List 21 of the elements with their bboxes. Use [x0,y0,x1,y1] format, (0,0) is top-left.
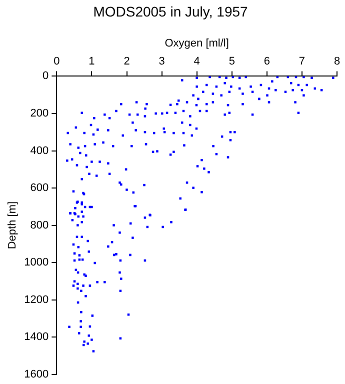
y-tick-label: 200 [30,108,49,120]
y-tick-label: 0 [42,70,49,82]
y-tick-label: 1000 [24,256,49,269]
x-axis-title: Oxygen [ml/l] [164,37,229,50]
x-tick-label: 4 [194,56,200,68]
y-tick-label: 1200 [24,294,49,306]
x-tick-label: 0 [54,56,60,68]
y-tick-label: 800 [30,219,49,232]
x-tick-label: 8 [334,56,340,68]
x-tick-label: 2 [124,56,130,68]
x-tick-label: 5 [228,56,235,68]
y-tick-label: 1400 [24,331,49,344]
x-tick-label: 1 [88,56,95,68]
x-tick-label: 7 [298,56,306,68]
y-tick-label: 400 [30,144,49,157]
x-tick-label: 3 [158,56,165,68]
y-axis-title: Depth [m] [6,201,19,250]
chart-title: MODS2005 in July, 1957 [93,3,248,20]
y-tick-label: 1600 [24,368,49,380]
x-tick-label: 6 [264,56,270,68]
y-tick-label: 600 [30,182,49,194]
